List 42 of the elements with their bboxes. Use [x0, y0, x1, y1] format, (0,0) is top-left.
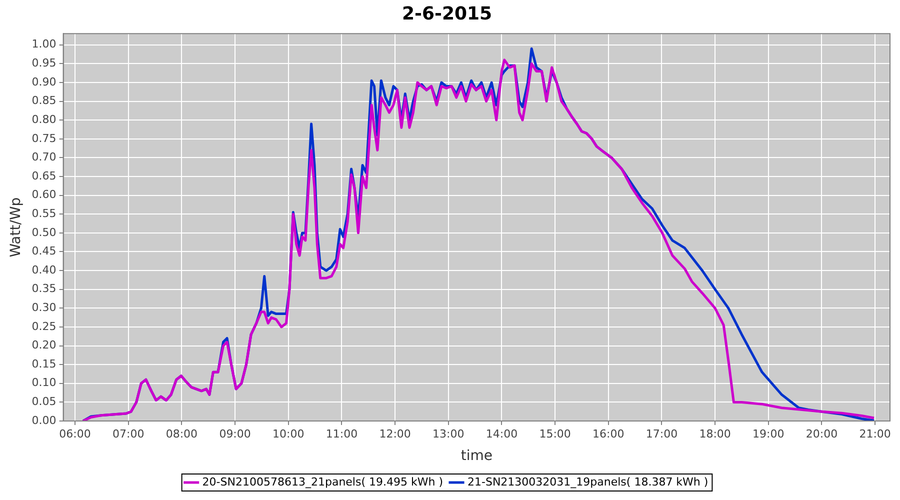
y-tick-label: 0.45	[32, 244, 56, 258]
x-tick-label: 16:00	[592, 427, 624, 440]
chart-title: 2-6-2015	[402, 3, 492, 24]
y-tick-label: 0.15	[32, 357, 56, 370]
x-tick-label: 11:00	[326, 427, 358, 440]
y-tick-label: 0.75	[32, 132, 56, 145]
y-tick-label: 0.00	[32, 414, 56, 427]
x-tick-label: 15:00	[539, 427, 571, 440]
legend-label: 20-SN2100578613_21panels( 19.495 kWh )	[202, 475, 444, 488]
y-tick-label: 0.70	[32, 150, 56, 164]
x-tick-label: 09:00	[219, 427, 251, 440]
legend-label: 21-SN2130032031_19panels( 18.387 kWh )	[468, 475, 708, 488]
x-tick-label: 12:00	[379, 427, 411, 440]
y-tick-label: 0.20	[32, 338, 56, 352]
y-tick-label: 0.60	[32, 188, 56, 202]
x-tick-label: 21:00	[859, 427, 891, 440]
x-tick-label: 18:00	[699, 427, 731, 440]
x-tick-label: 13:00	[432, 427, 464, 440]
x-axis-title: time	[460, 448, 492, 464]
y-tick-label: 0.50	[32, 226, 56, 239]
y-tick-label: 0.25	[32, 320, 56, 333]
y-tick-label: 0.85	[32, 94, 56, 108]
y-tick-label: 0.35	[32, 282, 56, 296]
x-tick-label: 19:00	[752, 427, 784, 440]
y-tick-label: 0.55	[32, 206, 56, 220]
y-tick-label: 0.80	[32, 112, 56, 126]
y-tick-label: 0.30	[32, 301, 56, 314]
y-tick-label: 0.10	[32, 376, 56, 390]
y-tick-label: 0.05	[32, 395, 56, 408]
x-tick-label: 14:00	[486, 427, 518, 440]
y-tick-label: 1.00	[32, 38, 56, 51]
y-tick-label: 0.40	[32, 263, 56, 276]
x-tick-label: 06:00	[59, 427, 91, 440]
x-tick-label: 17:00	[646, 427, 678, 440]
y-tick-label: 0.95	[32, 56, 56, 70]
y-tick-label: 0.65	[32, 169, 56, 182]
x-tick-label: 10:00	[272, 427, 304, 440]
y-axis-title: Watt/Wp	[8, 197, 24, 258]
x-tick-label: 08:00	[166, 427, 198, 440]
y-tick-label: 0.90	[32, 75, 56, 88]
x-tick-label: 07:00	[112, 427, 144, 440]
x-tick-label: 20:00	[806, 427, 838, 440]
